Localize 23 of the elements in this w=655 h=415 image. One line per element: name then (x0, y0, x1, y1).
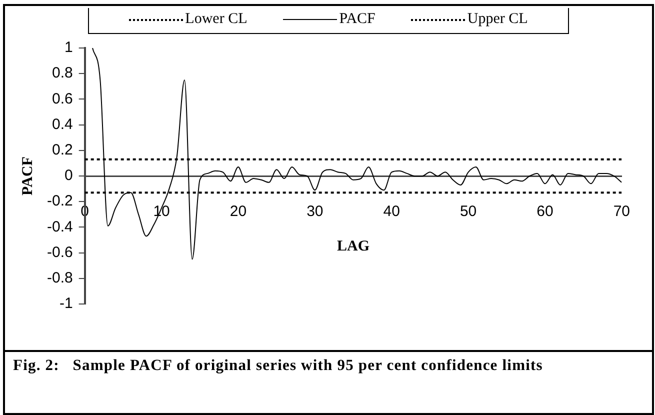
y-tick-label: 1 (64, 39, 73, 56)
y-tick-label: 0 (64, 167, 73, 184)
x-tick-label: 60 (536, 203, 554, 220)
legend-label: Upper CL (467, 11, 528, 28)
y-axis-title: PACF (20, 156, 36, 196)
x-axis-title: LAG (336, 238, 370, 254)
y-tick-label: -0.8 (46, 270, 73, 287)
y-tick-label: 0.6 (52, 90, 73, 108)
y-tick-label: 0.4 (52, 116, 73, 133)
x-tick-label: 70 (613, 203, 630, 220)
y-tick-label: -1 (60, 295, 73, 312)
caption: Fig. 2: Sample PACF of original series with 95 per cent confidence limits (5, 350, 652, 408)
y-tick-label: -0.2 (46, 192, 73, 210)
y-tick-label: 0.2 (52, 142, 73, 159)
x-tick-label: 40 (383, 203, 400, 220)
x-tick-label: 30 (306, 203, 324, 220)
legend-label: Lower CL (185, 11, 248, 28)
legend-label: PACF (339, 11, 376, 28)
x-tick-label: 20 (230, 203, 247, 220)
y-tick-label: 0.8 (52, 64, 73, 82)
y-tick-label: -0.4 (46, 218, 73, 236)
x-tick-label: 50 (460, 203, 477, 220)
y-tick-label: -0.6 (46, 244, 73, 261)
